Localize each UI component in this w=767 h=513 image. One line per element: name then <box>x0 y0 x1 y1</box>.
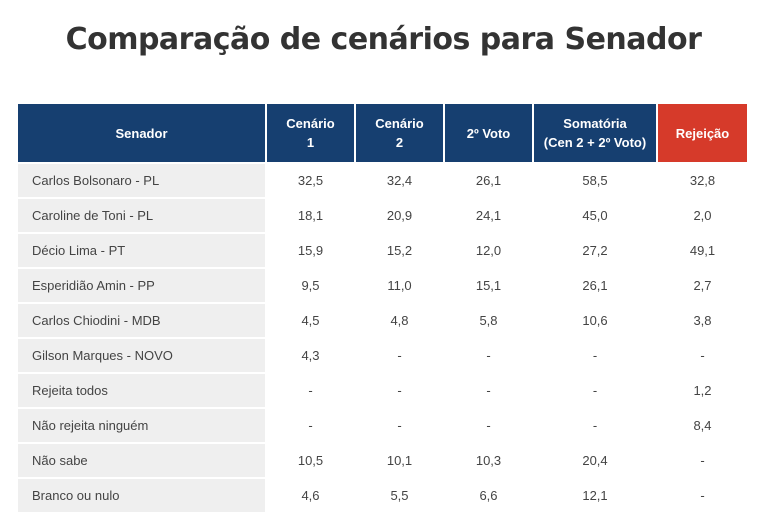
table-row: Carlos Bolsonaro - PL 32,5 32,4 26,1 58,… <box>18 162 747 198</box>
table-row: Gilson Marques - NOVO 4,3 - - - - <box>18 337 747 373</box>
header-rejection: Rejeição <box>657 104 747 163</box>
scenario-2-value: 20,9 <box>355 197 445 233</box>
table-row: Caroline de Toni - PL 18,1 20,9 24,1 45,… <box>18 197 747 233</box>
scenario-1-value: 4,5 <box>266 302 356 338</box>
senator-name: Não rejeita ninguém <box>18 407 267 443</box>
senator-name: Caroline de Toni - PL <box>18 197 267 233</box>
senator-name: Gilson Marques - NOVO <box>18 337 267 373</box>
scenario-2-value: - <box>355 407 445 443</box>
chart-title: Comparação de cenários para Senador <box>65 22 702 57</box>
table-row: Branco ou nulo 4,6 5,5 6,6 12,1 - <box>18 477 747 512</box>
second-vote-value: 5,8 <box>444 302 534 338</box>
senator-name: Esperidião Amin - PP <box>18 267 267 303</box>
scenario-2-value: - <box>355 372 445 408</box>
sum-value: 26,1 <box>533 267 658 303</box>
sum-value: 10,6 <box>533 302 658 338</box>
sum-value: 27,2 <box>533 232 658 268</box>
second-vote-value: - <box>444 372 534 408</box>
second-vote-value: - <box>444 407 534 443</box>
header-scenario-2: Cenário 2 <box>355 104 445 163</box>
table-row: Carlos Chiodini - MDB 4,5 4,8 5,8 10,6 3… <box>18 302 747 338</box>
header-sum-line2: (Cen 2 + 2º Voto) <box>543 135 647 150</box>
rejection-value: 2,0 <box>657 197 747 233</box>
scenario-1-value: 4,3 <box>266 337 356 373</box>
rejection-value: 8,4 <box>657 407 747 443</box>
rejection-value: - <box>657 442 747 478</box>
rejection-value: 3,8 <box>657 302 747 338</box>
header-scenario-1-line1: Cenário <box>286 116 335 131</box>
second-vote-value: - <box>444 337 534 373</box>
header-sum: Somatória (Cen 2 + 2º Voto) <box>533 104 658 163</box>
scenario-1-value: 10,5 <box>266 442 356 478</box>
senator-name: Não sabe <box>18 442 267 478</box>
sum-value: 12,1 <box>533 477 658 512</box>
table-row: Não rejeita ninguém - - - - 8,4 <box>18 407 747 443</box>
senator-name: Rejeita todos <box>18 372 267 408</box>
header-senator: Senador <box>18 104 267 163</box>
table-row: Décio Lima - PT 15,9 15,2 12,0 27,2 49,1 <box>18 232 747 268</box>
senator-name: Carlos Chiodini - MDB <box>18 302 267 338</box>
rejection-value: 1,2 <box>657 372 747 408</box>
scenario-1-value: - <box>266 407 356 443</box>
scenario-2-value: - <box>355 337 445 373</box>
second-vote-value: 10,3 <box>444 442 534 478</box>
rejection-value: 49,1 <box>657 232 747 268</box>
rejection-value: 2,7 <box>657 267 747 303</box>
sum-value: - <box>533 407 658 443</box>
scenario-2-value: 10,1 <box>355 442 445 478</box>
sum-value: - <box>533 337 658 373</box>
scenario-1-value: 4,6 <box>266 477 356 512</box>
sum-value: 45,0 <box>533 197 658 233</box>
scenario-1-value: 9,5 <box>266 267 356 303</box>
senator-name: Décio Lima - PT <box>18 232 267 268</box>
table-row: Esperidião Amin - PP 9,5 11,0 15,1 26,1 … <box>18 267 747 303</box>
sum-value: - <box>533 372 658 408</box>
header-sum-line1: Somatória <box>563 116 627 131</box>
header-scenario-2-line2: 2 <box>395 135 404 150</box>
results-table: Senador Cenário 1 Cenário 2 2º Voto Soma… <box>18 104 747 512</box>
rejection-value: 32,8 <box>657 162 747 198</box>
senator-name: Branco ou nulo <box>18 477 267 512</box>
header-row: Senador Cenário 1 Cenário 2 2º Voto Soma… <box>18 104 747 163</box>
header-scenario-2-line1: Cenário <box>375 116 424 131</box>
scenario-2-value: 4,8 <box>355 302 445 338</box>
scenario-1-value: 18,1 <box>266 197 356 233</box>
senator-name: Carlos Bolsonaro - PL <box>18 162 267 198</box>
header-second-vote: 2º Voto <box>444 104 534 163</box>
rejection-value: - <box>657 477 747 512</box>
table-row: Rejeita todos - - - - 1,2 <box>18 372 747 408</box>
table-row: Não sabe 10,5 10,1 10,3 20,4 - <box>18 442 747 478</box>
scenario-2-value: 5,5 <box>355 477 445 512</box>
second-vote-value: 26,1 <box>444 162 534 198</box>
scenario-2-value: 32,4 <box>355 162 445 198</box>
scenario-1-value: 15,9 <box>266 232 356 268</box>
second-vote-value: 15,1 <box>444 267 534 303</box>
rejection-value: - <box>657 337 747 373</box>
header-scenario-1-line2: 1 <box>306 135 315 150</box>
second-vote-value: 12,0 <box>444 232 534 268</box>
header-scenario-1: Cenário 1 <box>266 104 356 163</box>
scenario-1-value: - <box>266 372 356 408</box>
scenario-2-value: 11,0 <box>355 267 445 303</box>
sum-value: 20,4 <box>533 442 658 478</box>
scenario-2-value: 15,2 <box>355 232 445 268</box>
second-vote-value: 6,6 <box>444 477 534 512</box>
sum-value: 58,5 <box>533 162 658 198</box>
second-vote-value: 24,1 <box>444 197 534 233</box>
scenario-1-value: 32,5 <box>266 162 356 198</box>
